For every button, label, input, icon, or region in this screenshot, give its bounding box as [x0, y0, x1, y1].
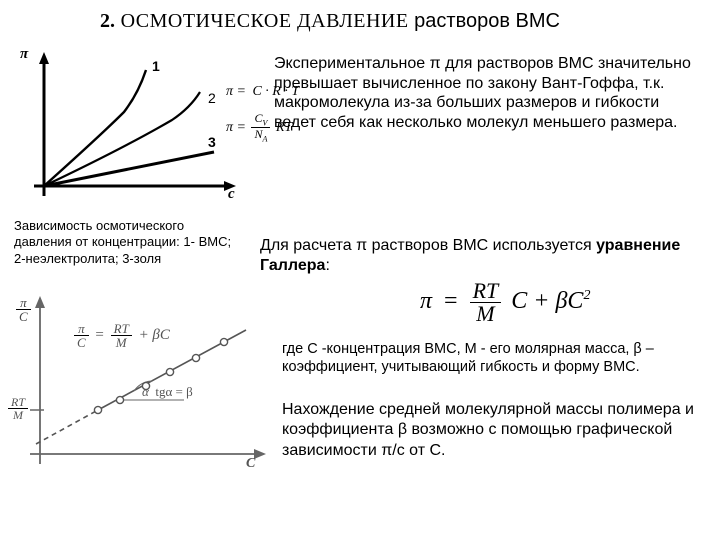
paragraph-2: Для расчета π растворов ВМС используется…: [260, 236, 702, 276]
chart2-ylabel: πC: [16, 296, 31, 323]
title-caps: ОСМОТИЧЕСКОЕ ДАВЛЕНИЕ: [121, 10, 409, 32]
chart1-ylabel: π: [20, 46, 28, 63]
chart1-xlabel: c: [228, 186, 235, 203]
angle-label: α tgα = β: [142, 384, 193, 400]
chart2-inset-eq: πC = RTM + βC: [74, 322, 170, 349]
paragraph-1: Экспериментальное π для растворов ВМС зн…: [274, 54, 702, 132]
chart2-xlabel: C: [246, 456, 255, 472]
page-title: 2. ОСМОТИЧЕСКОЕ ДАВЛЕНИЕ растворов ВМС: [100, 10, 660, 33]
curve-label-3: 3: [208, 134, 216, 150]
chart1-svg: [14, 48, 244, 208]
title-rest: растворов ВМС: [414, 10, 560, 32]
chart-pi-over-c: πC C RTM πC = RTM + βC α tgα = β: [14, 294, 274, 478]
chart1-caption: Зависимость осмотического давления от ко…: [14, 218, 244, 267]
curve-label-2: 2: [208, 90, 216, 106]
curve-label-1: 1: [152, 58, 160, 74]
paragraph-3: где С -концентрация ВМС, М - его молярна…: [282, 340, 702, 376]
intercept-label: RTM: [8, 396, 28, 421]
title-number: 2.: [100, 10, 115, 32]
chart-osmotic-curves: π c 1 2 3 π = C · R · T π = CV NA RT: [14, 48, 244, 208]
equation-haller: π = RT M C + βC2: [420, 280, 590, 325]
paragraph-4: Нахождение средней молекулярной массы по…: [282, 400, 702, 461]
